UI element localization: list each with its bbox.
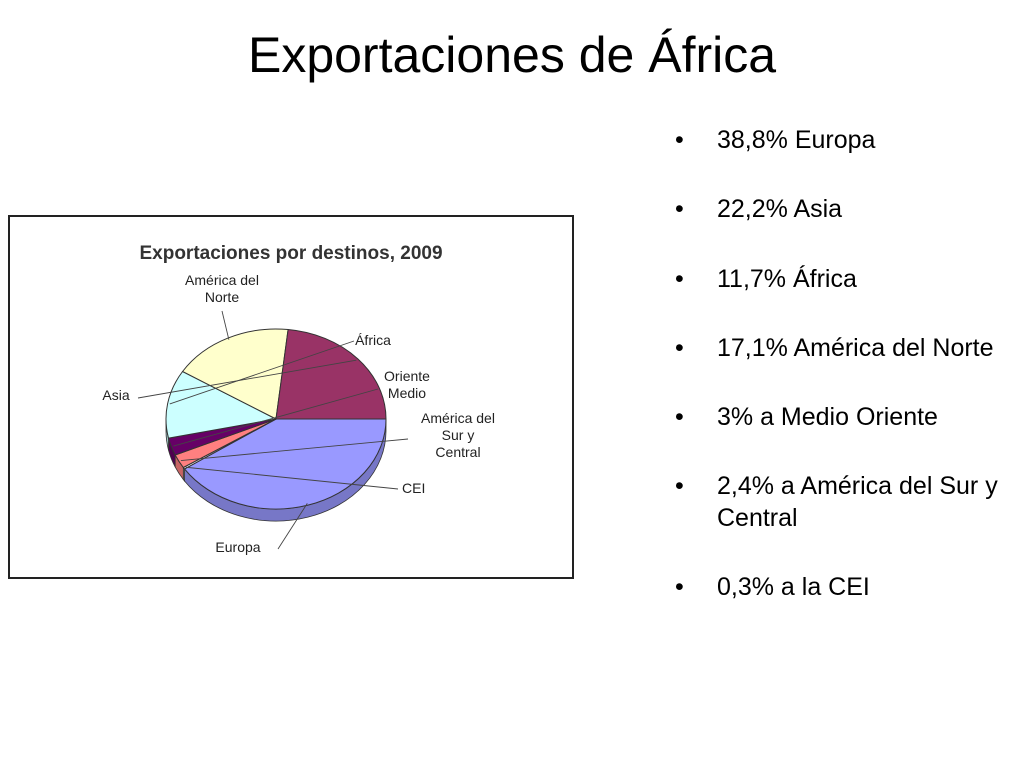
chart-title: Exportaciones por destinos, 2009 — [139, 243, 442, 264]
bullet-item: 38,8% Europa — [675, 125, 1005, 157]
leader-line-oriente-medio — [173, 388, 379, 447]
leader-line-cei — [185, 466, 399, 490]
bullet-item: 17,1% América del Norte — [675, 333, 1005, 365]
bullet-item: 11,7% África — [675, 264, 1005, 296]
leader-line-asia — [137, 359, 357, 399]
bullet-item: 0,3% a la CEI — [675, 572, 1005, 604]
slice-label-america-del-norte: América del Norte — [185, 272, 259, 305]
slice-label-europa: Europa — [215, 539, 260, 555]
leader-line-america-del-norte — [221, 310, 230, 340]
leader-line-europa — [277, 503, 308, 550]
bullet-item: 22,2% Asia — [675, 194, 1005, 226]
slice-label-cei: CEI — [402, 480, 425, 496]
slide-title: Exportaciones de África — [247, 27, 777, 83]
leader-line-america-del-sur-y-central — [180, 438, 409, 461]
pie-slice-asia — [275, 329, 387, 420]
bullet-item: 3% a Medio Oriente — [675, 402, 1005, 434]
pie-slices-layer — [165, 328, 387, 510]
bullet-list: 38,8% Europa 22,2% Asia 11,7% África 17,… — [675, 125, 1005, 641]
slice-label-asia: Asia — [102, 387, 129, 403]
bullet-item: 2,4% a América del Sur y Central — [675, 471, 1005, 534]
leader-line-africa — [169, 340, 355, 405]
chart-frame: Exportaciones por destinos, 2009 Europa C… — [8, 215, 574, 579]
pie-slice-america-del-norte — [181, 328, 289, 420]
leader-lines-layer — [137, 310, 409, 550]
slice-labels-layer: Europa CEI América del Sur y Central Oriente M… — [102, 272, 495, 555]
slice-label-africa: África — [355, 332, 391, 348]
slice-label-america-del-sur-y-central: América del Sur y Central — [421, 410, 495, 460]
pie-chart: Exportaciones por destinos, 2009 Europa C… — [102, 243, 495, 555]
slice-label-oriente-medio: Oriente Medio — [384, 368, 430, 401]
cropped-edge-marks — [0, 292, 8, 582]
